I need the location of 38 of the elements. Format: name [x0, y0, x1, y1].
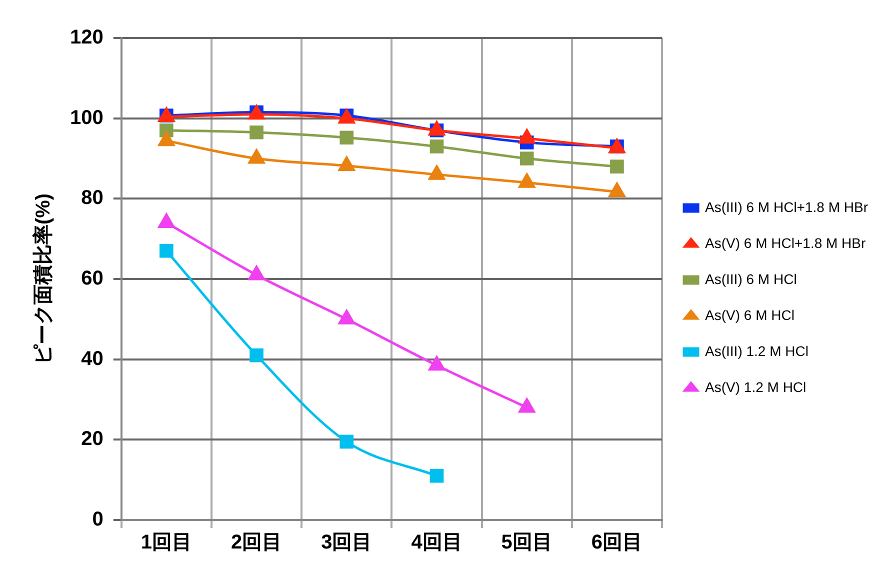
y-tick-label: 60	[81, 268, 104, 290]
point	[520, 152, 534, 166]
point	[608, 182, 626, 198]
y-tick-label: 80	[81, 187, 104, 210]
legend-label: As(III) 1.2 M HCl	[705, 342, 808, 359]
legend-label: As(V) 1.2 M HCl	[705, 378, 806, 395]
point	[428, 356, 445, 371]
x-tick-label: 5回目	[501, 532, 552, 554]
point	[518, 398, 536, 413]
point	[610, 160, 624, 174]
y-tick-label: 120	[70, 26, 104, 49]
x-tick-label: 4回目	[411, 532, 462, 554]
point	[340, 130, 354, 145]
x-tick-label: 6回目	[591, 532, 643, 554]
point	[518, 129, 536, 144]
y-tick-label: 20	[81, 428, 104, 450]
x-tick-label: 3回目	[321, 532, 372, 554]
y-tick-label: 40	[81, 348, 104, 370]
point	[158, 214, 175, 228]
legend-label: As(III) 6 M HCl+1.8 M HBr	[705, 198, 868, 215]
y-tick-label: 0	[92, 508, 104, 531]
point	[338, 310, 355, 324]
y-axis-title: ピーク面積比率(%)	[32, 193, 55, 365]
x-tick-label: 2回目	[230, 532, 282, 554]
point	[250, 125, 264, 140]
point	[248, 149, 265, 164]
point	[338, 156, 355, 171]
point	[428, 165, 445, 180]
legend-label: As(III) 6 M HCl	[705, 270, 797, 287]
legend-label: As(V) 6 M HCl+1.8 M HBr	[705, 234, 866, 251]
x-tick-label: 1回目	[140, 532, 192, 554]
legend-label: As(V) 6 M HCl	[705, 306, 794, 323]
point	[158, 132, 175, 146]
point	[518, 173, 536, 188]
y-tick-label: 100	[70, 106, 104, 129]
point	[430, 140, 444, 154]
point	[248, 266, 265, 280]
point	[160, 244, 174, 258]
